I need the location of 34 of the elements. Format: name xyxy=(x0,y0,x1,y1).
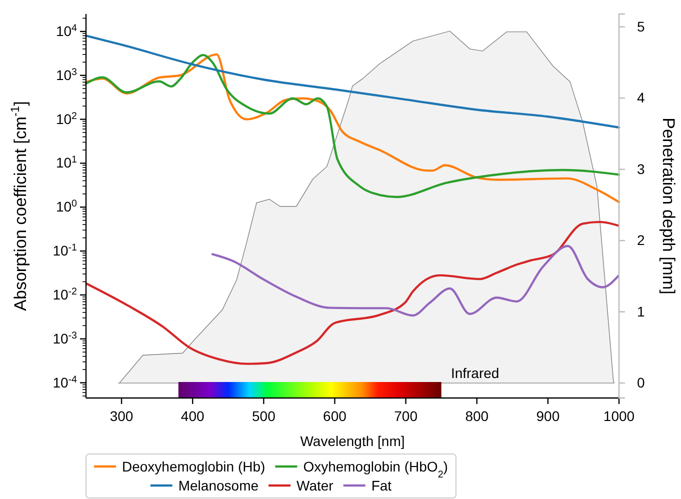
x-tick-label: 600 xyxy=(323,408,347,424)
annotation: Infrared xyxy=(450,365,500,381)
x-tick-label: 900 xyxy=(536,408,560,424)
y2-tick-label: 0 xyxy=(637,374,645,391)
legend-label: Water xyxy=(296,477,334,494)
y-tick-label: 10$^{-3}$ xyxy=(52,330,78,346)
y2-tick-label: 3 xyxy=(637,160,645,177)
y2-axis-title: Penetration depth [mm] xyxy=(659,118,678,294)
y-tick-label: 10$^{2}$ xyxy=(56,110,77,127)
y2-tick-label: 2 xyxy=(637,232,645,248)
x-tick-label: 1000 xyxy=(603,408,635,424)
x-tick-label: 500 xyxy=(252,408,276,424)
legend-label: Fat xyxy=(371,477,392,494)
y-tick-label: 10$^{-4}$ xyxy=(52,374,78,390)
legend-label: Melanosome xyxy=(178,477,259,494)
y2-tick-label: 1 xyxy=(637,303,645,320)
legend-label: Oxyhemoglobin (HbO$_{2}$) xyxy=(303,458,448,480)
y-tick-label: 10$^{-1}$ xyxy=(52,242,77,259)
y-tick-label: 10$^{4}$ xyxy=(56,22,78,39)
y-tick-label: 10$^{-2}$ xyxy=(52,286,77,302)
x-axis-title: Wavelength [nm] xyxy=(300,433,405,449)
x-tick-label: 300 xyxy=(110,408,134,424)
y2-tick-label: 4 xyxy=(637,90,645,106)
line-series xyxy=(86,220,620,365)
x-tick-label: 400 xyxy=(180,408,204,424)
y2-tick-label: 5 xyxy=(637,18,645,34)
x-tick-label: 800 xyxy=(465,408,489,424)
y-tick-label: 10$^{1}$ xyxy=(56,154,77,171)
line-series xyxy=(211,244,620,317)
y-tick-label: 10$^{0}$ xyxy=(56,198,78,215)
line-series xyxy=(84,34,620,129)
y-tick-label: 10$^{3}$ xyxy=(56,66,78,83)
legend-label: Deoxyhemoglobin (Hb) xyxy=(122,458,266,474)
x-tick-label: 700 xyxy=(394,408,418,424)
